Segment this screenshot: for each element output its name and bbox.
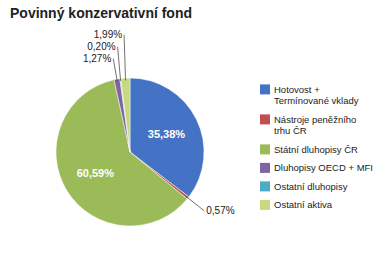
data-labels: 35,38% 60,59% 0,57% 1,27%0,20%1,99% <box>77 29 235 216</box>
slice <box>121 78 130 152</box>
legend-swatch <box>260 84 270 94</box>
legend-swatch <box>260 114 270 124</box>
legend-swatch <box>260 200 270 210</box>
legend: Hotovost +Termínované vklady Nástroje pen… <box>260 84 373 210</box>
legend-label: Nástroje peněžníhotrhu ČR <box>274 114 356 136</box>
legend-item: Ostatní aktiva <box>260 199 333 210</box>
slice <box>120 79 130 152</box>
legend-swatch <box>260 163 270 173</box>
slice <box>114 79 130 152</box>
data-label: 0,57% <box>206 205 234 216</box>
legend-swatch <box>260 181 270 191</box>
legend-item: Dluhopisy OECD + MFI <box>260 162 373 173</box>
leader-line <box>118 47 121 81</box>
legend-label: Dluhopisy OECD + MFI <box>274 162 373 173</box>
leader-line <box>124 35 125 81</box>
legend-label: Ostatní aktiva <box>274 199 333 210</box>
legend-label: Hotovost +Termínované vklady <box>274 84 359 107</box>
data-label: 35,38% <box>148 128 186 140</box>
legend-label: Ostatní dluhopisy <box>274 181 348 192</box>
pie <box>56 78 204 226</box>
data-label: 1,27% <box>83 53 111 64</box>
legend-item: Státní dluhopisy ČR <box>260 144 358 155</box>
leader-line <box>113 59 117 82</box>
legend-swatch <box>260 144 270 154</box>
chart: Povinný konzervativní fond 35,38% 60,59% 0,… <box>0 0 389 268</box>
legend-label: Státní dluhopisy ČR <box>274 144 358 155</box>
title: Povinný konzervativní fond <box>10 5 192 21</box>
legend-item: Ostatní dluhopisy <box>260 181 348 192</box>
legend-item: Hotovost +Termínované vklady <box>260 84 359 107</box>
legend-item: Nástroje peněžníhotrhu ČR <box>260 114 356 136</box>
data-label: 1,99% <box>94 29 122 40</box>
data-label: 60,59% <box>77 167 115 179</box>
leader-line <box>186 197 204 211</box>
data-label: 0,20% <box>87 41 115 52</box>
slices <box>56 78 204 226</box>
